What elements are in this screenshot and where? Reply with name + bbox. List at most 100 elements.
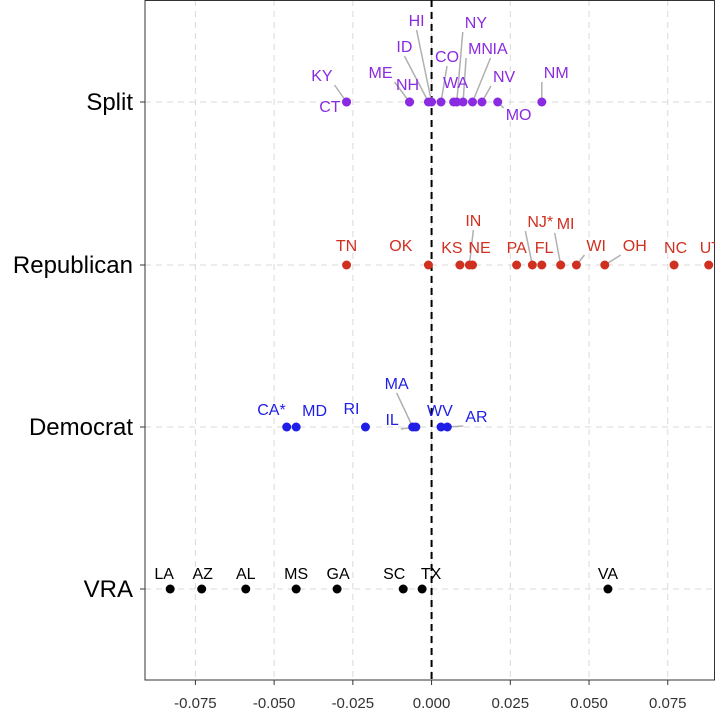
data-label: MD [302, 403, 327, 420]
data-point [527, 260, 537, 270]
data-point [436, 97, 446, 107]
data-point [455, 260, 465, 270]
leader-line [524, 230, 534, 266]
x-tick-label: 0.000 [413, 695, 451, 712]
data-point [427, 97, 437, 107]
data-label: NH [396, 77, 419, 94]
data-point [603, 584, 613, 594]
data-point [417, 584, 427, 594]
data-label: MA [385, 376, 409, 393]
data-point [282, 422, 292, 432]
data-label: NC [664, 240, 687, 257]
leader-line [396, 392, 414, 428]
data-label: AR [465, 409, 487, 426]
category-label: VRA [84, 576, 133, 603]
data-point [291, 584, 301, 594]
data-point [493, 97, 503, 107]
data-label: GA [327, 566, 350, 583]
data-label: PA [507, 240, 527, 257]
data-label: UT [700, 240, 715, 257]
data-point [571, 260, 581, 270]
data-point [537, 97, 547, 107]
data-point [452, 97, 462, 107]
data-point [556, 260, 566, 270]
data-label: AL [236, 566, 256, 583]
data-point [512, 260, 522, 270]
leader-line [415, 29, 433, 103]
leader-line [471, 57, 492, 103]
data-point [458, 97, 468, 107]
data-label: WI [586, 238, 606, 255]
data-label: IN [465, 213, 481, 230]
data-label: CA* [257, 402, 285, 419]
data-label: FL [535, 240, 554, 257]
data-label: WV [427, 403, 453, 420]
data-label: CT [319, 99, 341, 116]
data-label: TN [336, 238, 357, 255]
x-tick-label: -0.050 [253, 695, 296, 712]
leader-line [553, 232, 562, 266]
data-point [291, 422, 301, 432]
category-label: Republican [13, 252, 133, 279]
data-point [197, 584, 207, 594]
data-label: IA [493, 41, 508, 58]
data-label: NM [544, 65, 569, 82]
data-point [477, 97, 487, 107]
data-point [398, 584, 408, 594]
data-label: MI [557, 216, 575, 233]
data-point [468, 97, 478, 107]
data-point [342, 260, 352, 270]
x-tick-label: -0.075 [174, 695, 217, 712]
category-label: Split [86, 89, 133, 116]
data-label: ID [396, 39, 412, 56]
data-label: VA [598, 566, 618, 583]
axes: -0.075 -0.050 -0.025 0.000 0.025 0.050 0.075 Sp… [13, 0, 715, 712]
data-label: RI [343, 401, 359, 418]
data-label: NV [493, 69, 516, 86]
data-point [442, 422, 452, 432]
data-label: CO [435, 49, 459, 66]
data-label: OK [389, 238, 412, 255]
data-label: MO [506, 107, 532, 124]
leader-line [403, 55, 430, 103]
data-label: MS [284, 566, 308, 583]
leader-line [440, 65, 448, 103]
data-point [600, 260, 610, 270]
data-point [537, 260, 547, 270]
data-label: KS [441, 240, 462, 257]
data-point [411, 422, 421, 432]
data-point [704, 260, 714, 270]
data-label: MN [468, 41, 493, 58]
x-tick-label: -0.025 [332, 695, 375, 712]
data-points [165, 97, 714, 594]
data-point [468, 260, 478, 270]
data-point [241, 584, 251, 594]
data-label: AZ [192, 566, 213, 583]
data-point [332, 584, 342, 594]
data-label: NE [468, 240, 490, 257]
x-tick-label: 0.075 [649, 695, 687, 712]
x-tick-label: 0.025 [492, 695, 530, 712]
data-point [405, 97, 415, 107]
data-label: NJ* [527, 214, 553, 231]
data-label: KY [311, 68, 333, 85]
data-label: IL [385, 412, 398, 429]
data-label: NY [465, 15, 488, 32]
data-label: TX [421, 566, 442, 583]
data-point [436, 422, 446, 432]
leader-line [468, 229, 475, 266]
data-point [423, 260, 433, 270]
x-tick-label: 0.050 [570, 695, 608, 712]
data-label: SC [383, 566, 405, 583]
data-label: ME [369, 65, 393, 82]
category-label: Democrat [29, 414, 133, 441]
data-label: HI [409, 13, 425, 30]
leader-line [456, 31, 464, 103]
data-point [342, 97, 352, 107]
data-label: WA [443, 75, 469, 92]
data-point [165, 584, 175, 594]
leader-line [462, 57, 467, 103]
data-label: LA [154, 566, 174, 583]
